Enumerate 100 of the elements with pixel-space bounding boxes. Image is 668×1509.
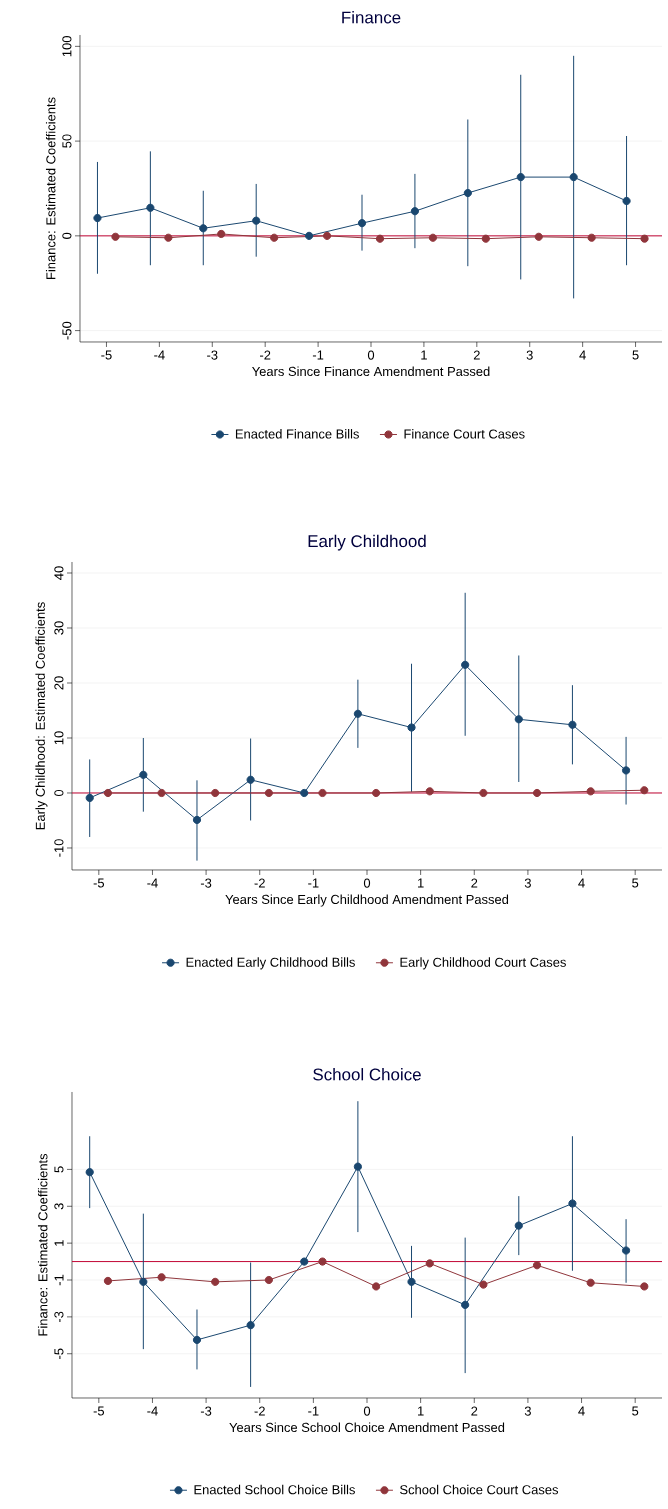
- x-tick-label: 5: [632, 1406, 639, 1416]
- chart-title: Finance: [342, 11, 401, 24]
- point: [146, 203, 155, 212]
- y-tick-label: 0: [54, 789, 64, 797]
- point: [372, 1282, 381, 1291]
- point: [93, 213, 102, 223]
- point: [461, 1300, 470, 1309]
- x-tick-label: -2: [254, 878, 265, 888]
- point: [103, 1276, 113, 1286]
- point: [479, 1280, 488, 1289]
- point: [300, 1257, 309, 1266]
- x-tick-label: 2: [473, 350, 480, 360]
- point: [246, 775, 255, 784]
- y-axis-title: Finance: Estimated Coefficients: [37, 1153, 48, 1336]
- legend-label: Enacted School Choice Bills: [194, 1484, 355, 1495]
- point: [621, 766, 631, 775]
- x-tick-label: 2: [471, 1406, 478, 1416]
- point: [139, 1277, 148, 1286]
- point: [481, 234, 490, 243]
- x-tick-label: 3: [524, 878, 531, 888]
- point: [534, 232, 543, 241]
- x-tick-label: 3: [526, 350, 533, 360]
- point: [318, 788, 327, 798]
- point: [300, 788, 309, 798]
- point: [372, 788, 381, 798]
- legend-label: Finance Court Cases: [404, 429, 525, 439]
- point: [463, 188, 472, 198]
- x-tick-label: -3: [200, 1406, 212, 1416]
- y-tick-label: -10: [54, 839, 64, 857]
- point: [428, 233, 438, 242]
- point: [461, 660, 470, 669]
- y-tick-label: 3: [54, 1203, 64, 1210]
- point: [375, 234, 385, 243]
- x-tick-label: -5: [93, 1406, 105, 1416]
- point: [622, 196, 631, 206]
- x-tick-label: -3: [200, 878, 212, 888]
- legend-label: Enacted Early Childhood Bills: [186, 957, 355, 970]
- point: [322, 231, 332, 240]
- point: [217, 229, 226, 239]
- point: [357, 219, 367, 228]
- point: [157, 788, 166, 798]
- y-tick-label: 20: [54, 676, 64, 690]
- point: [164, 233, 173, 242]
- point: [85, 793, 94, 803]
- point: [514, 715, 523, 724]
- point: [211, 788, 220, 798]
- point: [425, 787, 434, 796]
- x-axis-title: Years Since Finance Amendment Passed: [252, 366, 490, 377]
- x-tick-label: 1: [418, 878, 424, 888]
- point: [199, 224, 208, 233]
- point: [532, 1261, 542, 1270]
- y-tick-label: 50: [62, 134, 72, 148]
- y-tick-label: 100: [62, 36, 72, 57]
- point: [640, 786, 649, 795]
- x-tick-label: -4: [147, 1406, 158, 1416]
- x-tick-label: 3: [524, 1406, 531, 1416]
- y-tick-label: 40: [54, 566, 64, 580]
- point: [353, 1162, 362, 1171]
- x-tick-label: -3: [207, 350, 218, 360]
- x-tick-label: 5: [632, 878, 639, 888]
- point: [587, 233, 596, 242]
- point: [586, 787, 595, 796]
- point: [252, 216, 261, 225]
- y-axis-title: Early Childhood: Estimated Coefficients: [35, 602, 48, 830]
- point: [479, 788, 488, 798]
- point: [305, 231, 314, 240]
- x-tick-label: -1: [308, 878, 319, 888]
- y-tick-label: 10: [54, 731, 64, 745]
- point: [516, 173, 525, 182]
- point: [407, 1277, 416, 1286]
- point: [103, 788, 113, 798]
- point: [318, 1257, 327, 1266]
- x-tick-label: -4: [154, 350, 165, 360]
- point: [246, 1321, 255, 1330]
- point: [586, 1278, 595, 1287]
- x-tick-label: 0: [363, 1406, 371, 1416]
- y-tick-label: -50: [62, 321, 72, 340]
- point: [192, 815, 202, 825]
- y-tick-label: 30: [54, 621, 64, 635]
- point: [407, 723, 416, 732]
- x-axis-title: Years Since Early Childhood Amendment Passed: [225, 894, 509, 907]
- chart-title: Early Childhood: [308, 534, 426, 551]
- point: [621, 1246, 631, 1255]
- point: [157, 1273, 166, 1282]
- point: [264, 788, 273, 798]
- point: [192, 1335, 202, 1345]
- chart-title: School Choice: [313, 1068, 421, 1081]
- x-axis-title: Years Since School Choice Amendment Passed: [229, 1422, 505, 1433]
- point: [139, 770, 148, 779]
- x-tick-label: 1: [421, 350, 427, 360]
- x-tick-label: 5: [632, 350, 639, 360]
- legend-label: Enacted Finance Bills: [235, 429, 359, 439]
- point: [640, 234, 649, 243]
- x-tick-label: 4: [578, 878, 585, 888]
- point: [569, 173, 578, 182]
- y-tick-label: 0: [62, 232, 72, 239]
- point: [410, 207, 420, 216]
- x-tick-label: 0: [367, 350, 375, 360]
- x-tick-label: -1: [312, 350, 324, 360]
- x-tick-label: -1: [308, 1406, 319, 1416]
